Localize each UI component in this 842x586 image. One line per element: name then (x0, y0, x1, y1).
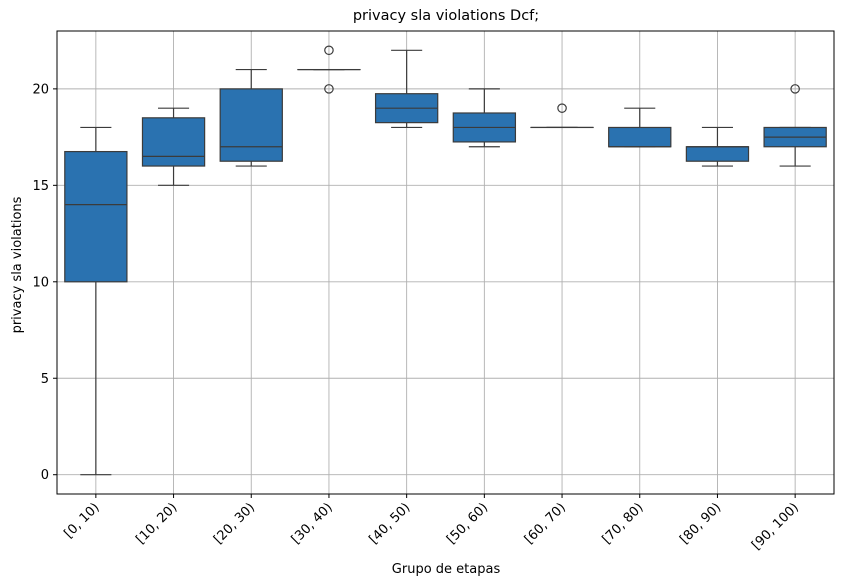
box-group (763, 84, 827, 167)
x-tick-label: [70, 80) (600, 500, 647, 547)
box-group (374, 49, 439, 129)
box-group (530, 103, 594, 129)
plot-frame (56, 30, 835, 495)
iqr-box (685, 146, 750, 162)
x-axis-ticks: [0, 10) [10, 20) [20, 30) [30, 40) [40, 50) [… (62, 494, 802, 553)
x-tick-label: [0, 10) (62, 500, 103, 541)
iqr-box (608, 126, 672, 148)
box-group (452, 88, 517, 148)
x-tick-label: [40, 50) (366, 500, 413, 547)
x-tick-label: [10, 20) (133, 500, 180, 547)
iqr-box (219, 88, 283, 162)
iqr-box (141, 117, 206, 167)
box-group (685, 126, 750, 167)
x-tick-label: [60, 70) (522, 500, 569, 547)
x-tick-label: [80, 90) (677, 500, 724, 547)
outlier-point (324, 84, 334, 94)
y-tick-label: 10 (32, 275, 49, 290)
outlier-point (790, 84, 800, 94)
x-tick-label: [20, 30) (211, 500, 258, 547)
y-tick-label: 15 (32, 179, 49, 194)
y-tick-label: 0 (41, 468, 49, 483)
box-group (297, 45, 361, 94)
grid (57, 31, 834, 494)
y-axis-title: privacy sla violations (10, 196, 25, 333)
box-group (219, 68, 283, 167)
y-tick-label: 5 (41, 372, 49, 387)
box-group (141, 107, 206, 186)
box-group (608, 107, 672, 148)
box-group (64, 126, 128, 476)
iqr-box (64, 150, 128, 283)
y-axis-ticks: 0 5 10 15 20 (32, 82, 57, 483)
chart-title: privacy sla violations Dcf; (353, 8, 539, 24)
x-axis-title: Grupo de etapas (392, 562, 501, 577)
y-tick-label: 20 (32, 82, 49, 97)
x-tick-label: [90, 100) (749, 500, 802, 553)
x-tick-label: [30, 40) (289, 500, 336, 547)
boxes (64, 45, 827, 476)
outlier-point (324, 45, 334, 56)
x-tick-label: [50, 60) (444, 500, 491, 547)
outlier-point (557, 103, 567, 113)
